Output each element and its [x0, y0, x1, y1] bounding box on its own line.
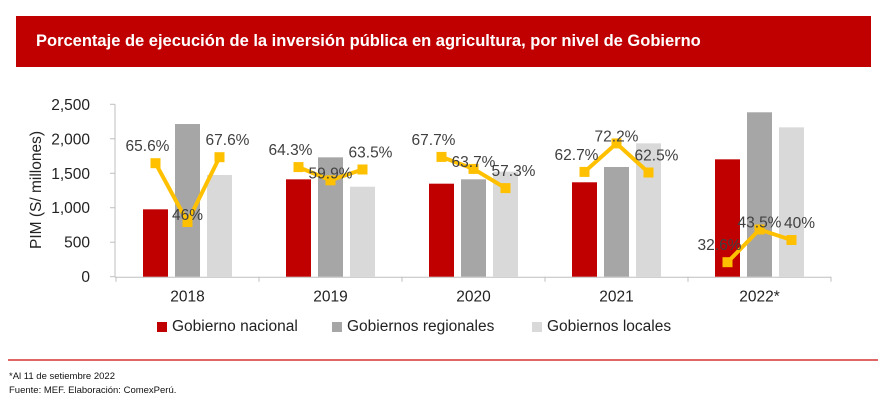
y-tick-label: 2,000 [51, 131, 90, 148]
legend-label: Gobierno nacional [172, 318, 298, 335]
execution-data-label: 46% [172, 207, 203, 224]
bar-gobiernos-regionales [461, 179, 486, 277]
execution-data-label: 64.3% [269, 142, 313, 159]
legend-swatch-icon [157, 322, 167, 332]
bar-gobierno-nacional [286, 179, 311, 277]
execution-data-label: 72.2% [595, 128, 639, 145]
bar-gobiernos-regionales [747, 112, 772, 277]
bar-gobierno-nacional [715, 159, 740, 277]
bar-gobierno-nacional [429, 183, 454, 277]
footnote: *Al 11 de setiembre 2022 [9, 371, 115, 382]
execution-marker [150, 158, 161, 169]
legend-swatch-icon [332, 322, 342, 332]
bar-gobierno-nacional [572, 182, 597, 277]
execution-marker [754, 224, 765, 235]
execution-data-label: 43.5% [738, 215, 782, 232]
execution-data-label: 59.9% [309, 165, 353, 182]
y-tick-label: 1,000 [51, 200, 90, 217]
execution-data-label: 63.5% [349, 145, 393, 162]
execution-marker [500, 183, 511, 194]
legend-label: Gobiernos regionales [347, 318, 495, 335]
execution-data-label: 67.7% [412, 132, 456, 149]
x-tick-label: 2022* [739, 289, 780, 306]
execution-data-label: 62.5% [635, 148, 679, 165]
source-note: Fuente: MEF. Elaboración: ComexPerú. [9, 385, 177, 396]
legend-item-gobierno-nacional: Gobierno nacional [157, 317, 298, 337]
execution-marker [722, 257, 733, 268]
execution-marker [579, 166, 590, 177]
execution-marker [325, 175, 336, 186]
bar-gobiernos-regionales [604, 166, 629, 277]
execution-data-label: 65.6% [126, 138, 170, 155]
legend-item-gobiernos-locales: Gobiernos locales [532, 317, 671, 337]
bar-gobiernos-regionales [175, 124, 200, 277]
y-tick-label: 1,500 [51, 166, 90, 183]
y-axis-title: PIM (S/ millones) [28, 131, 45, 249]
bar-gobiernos-locales [779, 127, 804, 277]
chart-area: 0 500 1,000 1,500 2,000 2,500 PIM (S/ millones… [28, 97, 832, 306]
execution-data-label: 40% [784, 215, 815, 232]
execution-data-label: 62.7% [555, 147, 599, 164]
x-tick-label: 2019 [313, 289, 347, 306]
x-tick-label: 2021 [599, 289, 633, 306]
bar-gobiernos-locales [350, 186, 375, 277]
execution-marker [643, 167, 654, 178]
execution-marker [611, 138, 622, 149]
execution-marker [786, 235, 797, 245]
x-tick-label: 2020 [456, 289, 491, 306]
execution-data-label: 67.6% [206, 132, 250, 149]
legend-swatch-icon [532, 322, 542, 332]
execution-marker [468, 163, 479, 174]
execution-marker [436, 151, 447, 162]
execution-data-label: 32.6% [698, 237, 742, 254]
x-tick-label: 2018 [170, 289, 204, 306]
legend-label: Gobiernos locales [547, 318, 672, 335]
legend-item-gobiernos-regionales: Gobiernos regionales [332, 317, 494, 337]
execution-marker [357, 164, 368, 175]
y-tick-label: 500 [64, 235, 90, 252]
chart-title: Porcentaje de ejecución de la inversión … [36, 32, 701, 50]
legend: Gobierno nacional Gobiernos regionales G… [0, 317, 885, 337]
execution-data-label: 57.3% [492, 163, 536, 180]
footer-divider [8, 359, 878, 361]
bar-gobierno-nacional [143, 209, 168, 277]
execution-data-label: 63.7% [452, 154, 496, 171]
execution-marker [214, 152, 225, 163]
execution-marker [182, 217, 193, 227]
y-tick-label: 0 [81, 269, 90, 286]
title-banner: Porcentaje de ejecución de la inversión … [16, 16, 871, 67]
execution-marker [293, 162, 304, 173]
y-tick-label: 2,500 [51, 97, 90, 114]
bar-gobiernos-locales [207, 174, 232, 277]
